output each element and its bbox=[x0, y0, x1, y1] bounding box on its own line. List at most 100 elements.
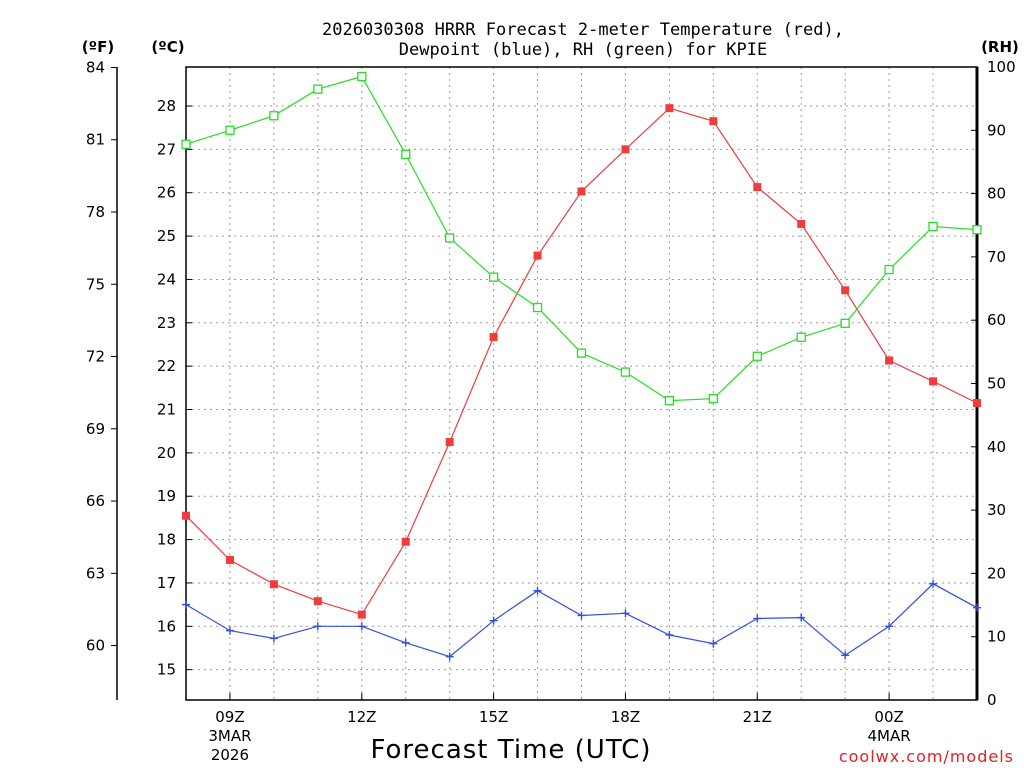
dewpoint-point bbox=[929, 579, 938, 588]
x-date-label: 3MAR bbox=[208, 727, 251, 745]
rh-tick-label: 0 bbox=[987, 691, 997, 709]
temperature-point bbox=[313, 597, 322, 606]
dewpoint-point bbox=[885, 622, 894, 631]
temperature-point bbox=[225, 555, 234, 564]
temperature-point bbox=[885, 356, 894, 365]
dewpoint-point bbox=[973, 603, 981, 612]
fahrenheit-tick-label: 63 bbox=[86, 564, 105, 582]
dewpoint-point bbox=[709, 639, 718, 648]
rh-point bbox=[532, 302, 543, 313]
fahrenheit-tick-label: 84 bbox=[86, 58, 105, 76]
dewpoint-point bbox=[401, 638, 410, 647]
rh-point bbox=[225, 125, 235, 135]
fahrenheit-tick-label: 75 bbox=[86, 275, 105, 293]
plot-frame bbox=[185, 66, 978, 701]
celsius-tick-label: 17 bbox=[157, 574, 176, 592]
temperature-point bbox=[577, 187, 586, 196]
celsius-tick-label: 15 bbox=[157, 661, 176, 679]
fahrenheit-tick-label: 60 bbox=[86, 637, 105, 655]
x-tick-label: 12Z bbox=[347, 708, 376, 726]
rh-point bbox=[708, 394, 718, 404]
x-tick-label: 18Z bbox=[611, 708, 640, 726]
rh-point bbox=[796, 332, 806, 342]
rh-point bbox=[488, 272, 499, 282]
rh-point bbox=[445, 233, 455, 243]
rh-point bbox=[401, 149, 411, 160]
rh-point bbox=[357, 71, 367, 82]
celsius-tick-label: 25 bbox=[157, 227, 176, 245]
celsius-tick-label: 19 bbox=[157, 487, 176, 505]
grid-layer bbox=[186, 67, 977, 700]
dewpoint-point bbox=[445, 652, 454, 661]
dewpoint-point bbox=[797, 613, 806, 622]
celsius-tick-label: 16 bbox=[157, 617, 176, 635]
fahrenheit-tick-label: 78 bbox=[86, 203, 105, 221]
dewpoint-point bbox=[357, 622, 366, 631]
x-tick-label: 09Z bbox=[215, 708, 244, 726]
series-layer bbox=[181, 71, 982, 661]
dewpoint-point bbox=[841, 651, 850, 660]
rh-tick-label: 90 bbox=[987, 121, 1006, 139]
temperature-point bbox=[753, 183, 762, 192]
temperature-point bbox=[621, 145, 630, 154]
x-year-label: 2026 bbox=[211, 746, 249, 764]
dewpoint-point bbox=[489, 616, 498, 625]
chart-title-line1: 2026030308 HRRR Forecast 2-meter Tempera… bbox=[322, 20, 844, 40]
celsius-tick-label: 27 bbox=[157, 140, 176, 158]
temperature-point bbox=[182, 511, 190, 520]
temperature-point bbox=[357, 610, 366, 619]
temperature-point bbox=[445, 438, 454, 447]
dewpoint-point bbox=[753, 614, 762, 623]
dewpoint-point bbox=[182, 600, 190, 609]
x-date-label: 4MAR bbox=[868, 727, 911, 745]
x-tick-label: 15Z bbox=[479, 708, 508, 726]
rh-tick-label: 70 bbox=[987, 248, 1006, 266]
credit-text: coolwx.com/models bbox=[839, 747, 1014, 766]
celsius-tick-label: 20 bbox=[157, 444, 176, 462]
rh-point bbox=[313, 84, 323, 94]
celsius-unit-label: (ºC) bbox=[151, 38, 184, 56]
celsius-tick-label: 28 bbox=[157, 97, 176, 115]
rh-point bbox=[884, 264, 894, 275]
rh-tick-label: 20 bbox=[987, 564, 1006, 582]
chart-title-line2: Dewpoint (blue), RH (green) for KPIE bbox=[399, 40, 767, 60]
temperature-point bbox=[709, 117, 718, 126]
dewpoint-point bbox=[665, 630, 674, 639]
axes-layer bbox=[116, 66, 979, 701]
rh-point bbox=[752, 351, 762, 361]
temperature-point bbox=[973, 399, 981, 408]
rh-point bbox=[181, 139, 191, 149]
temperature-point bbox=[533, 251, 542, 260]
x-tick-label: 21Z bbox=[743, 708, 772, 726]
celsius-tick-label: 23 bbox=[157, 314, 176, 332]
temperature-point bbox=[841, 286, 850, 295]
celsius-tick-label: 24 bbox=[157, 270, 176, 288]
celsius-tick-label: 26 bbox=[157, 184, 176, 202]
fahrenheit-unit-label: (ºF) bbox=[82, 38, 114, 56]
rh-tick-label: 30 bbox=[987, 501, 1006, 519]
x-tick-label: 00Z bbox=[874, 708, 903, 726]
temperature-point bbox=[929, 377, 938, 386]
rh-tick-label: 80 bbox=[987, 185, 1006, 203]
rh-tick-label: 100 bbox=[987, 58, 1016, 76]
celsius-tick-label: 22 bbox=[157, 357, 176, 375]
rh-tick-label: 40 bbox=[987, 438, 1006, 456]
fahrenheit-tick-label: 81 bbox=[86, 131, 105, 149]
temperature-point bbox=[797, 219, 806, 228]
rh-tick-label: 50 bbox=[987, 375, 1006, 393]
rh-point bbox=[269, 111, 279, 121]
rh-tick-label: 10 bbox=[987, 628, 1006, 646]
rh-point bbox=[928, 221, 938, 232]
temperature-point bbox=[269, 580, 278, 589]
temperature-point bbox=[401, 537, 410, 546]
dewpoint-point bbox=[577, 611, 586, 620]
dewpoint-point bbox=[269, 634, 278, 643]
fahrenheit-tick-label: 72 bbox=[86, 348, 105, 366]
ticks-layer: 15 16 17 18 19 20 21 22 23 24 25 26 27 28 60 63 66 69 72 75… bbox=[86, 58, 1016, 764]
celsius-tick-label: 18 bbox=[157, 531, 176, 549]
dewpoint-point bbox=[533, 586, 542, 595]
rh-point bbox=[620, 367, 631, 377]
temperature-point bbox=[665, 104, 674, 113]
rh-tick-label: 60 bbox=[987, 311, 1006, 329]
rh-point bbox=[840, 318, 850, 329]
